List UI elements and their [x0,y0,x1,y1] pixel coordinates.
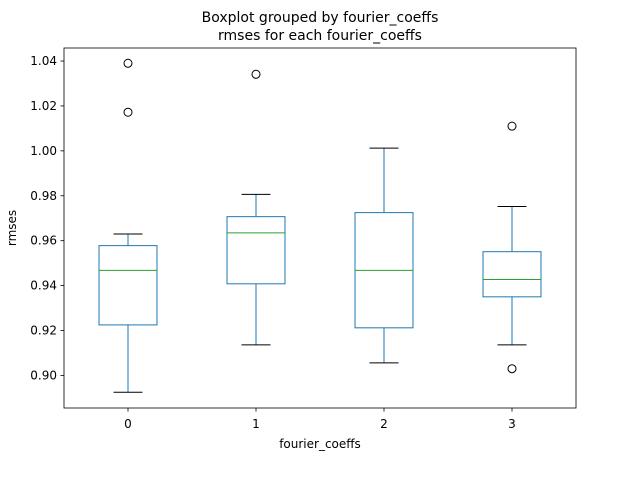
x-tick-label: 2 [380,417,388,431]
plot-area: 0.90 0.92 0.94 0.96 0.98 1.00 1.02 1.04 0 1 2 3 [30,47,577,431]
box-iqr [226,216,286,285]
x-tick-label: 3 [508,417,516,431]
y-tick-label: 0.90 [30,368,57,382]
y-axis-label: rmses [5,210,19,246]
y-tick-label: 1.00 [30,144,57,158]
box-iqr [482,251,542,298]
x-axis-label: fourier_coeffs [279,437,361,451]
y-tick-label: 0.96 [30,234,57,248]
flier-point [251,69,261,79]
y-tick-label: 1.04 [30,54,57,68]
x-tick-label: 0 [124,417,132,431]
flier-point [123,58,133,68]
flier-point [507,121,517,131]
y-tick-label: 0.94 [30,279,57,293]
chart-subtitle: rmses for each fourier_coeffs [218,28,422,44]
y-tick-label: 1.02 [30,99,57,113]
flier-point [507,364,517,374]
chart-title: Boxplot grouped by fourier_coeffs [202,10,439,26]
y-tick-label: 0.98 [30,189,57,203]
flier-point [123,107,133,117]
x-tick-label: 1 [252,417,260,431]
axes-frame [63,47,577,409]
y-tick-label: 0.92 [30,324,57,338]
box-iqr [98,245,158,326]
